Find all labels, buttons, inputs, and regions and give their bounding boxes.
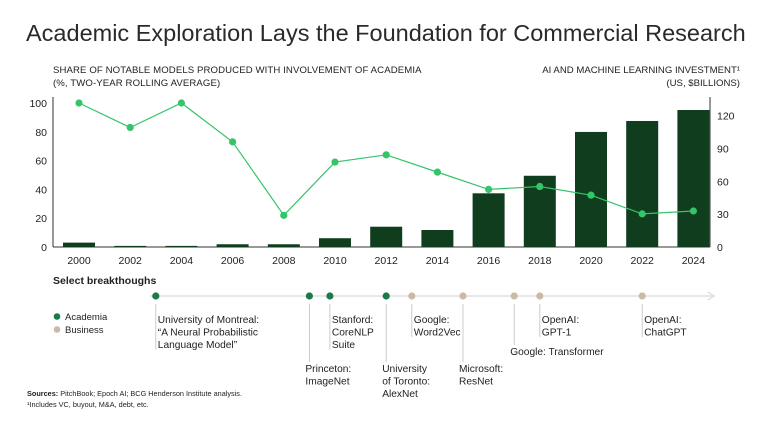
- investment-bar: [677, 110, 710, 247]
- legend-marker-business: [53, 326, 61, 333]
- breakthrough-marker-academia: [326, 292, 334, 300]
- x-tick-label: 2012: [375, 255, 399, 267]
- academia-share-point: [485, 185, 493, 193]
- breakthrough-label: University of Montreal:: [158, 315, 259, 326]
- footnote: ¹Includes VC, buyout, M&A, debt, etc.: [27, 399, 149, 409]
- academia-share-point: [177, 99, 185, 107]
- investment-bar: [421, 230, 454, 247]
- left-axis-title-line1: SHARE OF NOTABLE MODELS PRODUCED WITH IN…: [53, 65, 422, 76]
- breakthrough-label: Suite: [332, 340, 356, 351]
- breakthrough-marker-business: [510, 292, 518, 300]
- x-tick-label: 2020: [579, 255, 603, 267]
- academia-share-point: [229, 138, 237, 146]
- x-tick-label: 2018: [528, 255, 552, 267]
- breakthrough-label: CoreNLP: [332, 328, 374, 339]
- academia-share-point: [689, 207, 698, 215]
- investment-bar: [165, 245, 198, 247]
- x-tick-label: 2002: [119, 255, 143, 267]
- x-tick-label: 2010: [323, 255, 347, 267]
- breakthrough-label: “A Neural Probabilistic: [158, 328, 258, 339]
- breakthrough-label: Microsoft:: [459, 364, 503, 375]
- left-tick-label: 20: [35, 213, 47, 225]
- legend-label-academia: Academia: [65, 312, 108, 323]
- academia-share-point: [126, 123, 134, 132]
- right-tick-label: 120: [717, 111, 735, 123]
- breakthrough-label: OpenAI:: [542, 315, 579, 326]
- timeline-arrow-icon: [707, 291, 716, 301]
- investment-bar: [63, 242, 95, 247]
- investment-bar: [267, 244, 300, 247]
- left-tick-label: 80: [35, 127, 47, 139]
- left-tick-label: 100: [29, 98, 47, 110]
- breakthroughs-heading: Select breakthoughs: [53, 275, 156, 287]
- chart-title: Academic Exploration Lays the Foundation…: [26, 20, 746, 46]
- breakthrough-marker-business: [638, 292, 646, 300]
- investment-bar: [626, 120, 659, 247]
- investment-bar: [114, 245, 147, 247]
- left-axis-title-line2: (%, TWO-YEAR ROLLING AVERAGE): [53, 78, 221, 89]
- right-tick-label: 30: [717, 209, 729, 221]
- breakthrough-label: ResNet: [459, 377, 493, 388]
- academia-share-point: [75, 99, 83, 107]
- right-tick-label: 0: [717, 242, 723, 254]
- breakthrough-marker-business: [408, 292, 416, 300]
- legend-marker-academia: [53, 313, 61, 320]
- breakthrough-label: Google: Transformer: [510, 347, 604, 358]
- academia-share-point: [280, 211, 288, 219]
- breakthrough-label: of Toronto:: [382, 377, 430, 388]
- right-axis-title-line1: AI AND MACHINE LEARNING INVESTMENT¹: [542, 65, 740, 76]
- sources-text: PitchBook; Epoch AI; BCG Henderson Insti…: [58, 389, 242, 398]
- breakthrough-marker-business: [459, 292, 467, 300]
- breakthrough-marker-academia: [305, 292, 313, 300]
- investment-bar: [575, 131, 607, 247]
- breakthrough-label: AlexNet: [382, 389, 418, 400]
- breakthrough-label: OpenAI:: [644, 315, 681, 326]
- breakthrough-label: Word2Vec: [414, 328, 461, 339]
- breakthrough-label: University: [382, 364, 428, 375]
- academia-share-point: [433, 168, 441, 176]
- breakthrough-label: GPT-1: [542, 328, 572, 339]
- investment-bar: [370, 226, 403, 247]
- academia-share-point: [638, 210, 646, 218]
- breakthrough-marker-academia: [382, 292, 390, 300]
- right-tick-label: 90: [717, 143, 729, 155]
- academia-share-point: [536, 182, 544, 191]
- left-axis-title: SHARE OF NOTABLE MODELS PRODUCED WITH IN…: [53, 64, 422, 90]
- breakthrough-marker-academia: [152, 292, 160, 300]
- x-tick-label: 2014: [426, 255, 450, 267]
- investment-bar: [216, 244, 249, 247]
- breakthrough-label: Google:: [414, 315, 450, 326]
- x-tick-label: 2022: [631, 255, 655, 267]
- x-tick-label: 2006: [221, 255, 245, 267]
- legend-label-business: Business: [65, 325, 104, 336]
- x-tick-label: 2000: [67, 255, 91, 267]
- x-tick-label: 2024: [682, 255, 706, 267]
- breakthrough-label: ImageNet: [305, 377, 349, 388]
- breakthrough-label: Princeton:: [305, 364, 351, 375]
- left-tick-label: 0: [41, 242, 47, 254]
- sources-label: Sources:: [27, 389, 59, 398]
- investment-bar: [472, 193, 505, 247]
- right-tick-label: 60: [717, 176, 729, 188]
- academia-share-point: [331, 158, 339, 166]
- investment-bar: [319, 238, 351, 247]
- breakthrough-label: Stanford:: [332, 315, 373, 326]
- x-tick-label: 2008: [272, 255, 296, 267]
- academia-share-point: [382, 151, 390, 159]
- left-tick-label: 40: [35, 184, 47, 196]
- right-axis-title: AI AND MACHINE LEARNING INVESTMENT¹ (US,…: [542, 64, 740, 90]
- x-tick-label: 2004: [170, 255, 194, 267]
- right-axis-title-line2: (US, $BILLIONS): [666, 78, 740, 89]
- x-tick-label: 2016: [477, 255, 501, 267]
- left-tick-label: 60: [35, 156, 47, 168]
- breakthrough-label: Language Model”: [158, 340, 238, 351]
- breakthrough-marker-business: [536, 292, 544, 300]
- sources-note: Sources: PitchBook; Epoch AI; BCG Hender…: [27, 389, 242, 410]
- breakthrough-label: ChatGPT: [644, 328, 686, 339]
- academia-share-point: [587, 191, 595, 199]
